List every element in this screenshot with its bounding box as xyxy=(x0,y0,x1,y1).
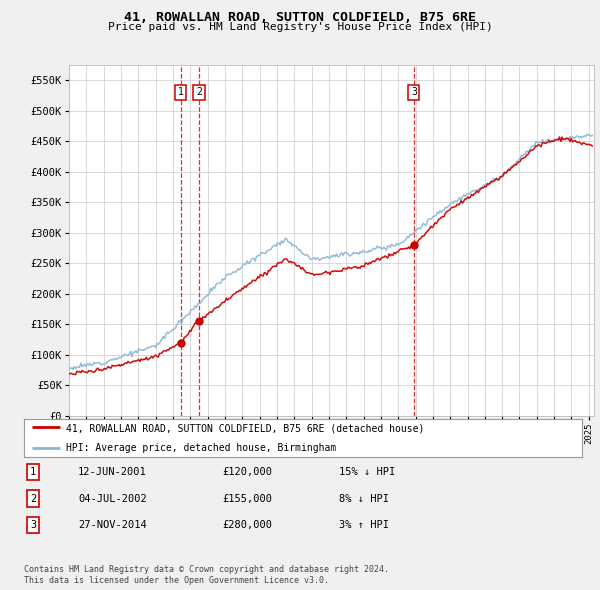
Text: 2: 2 xyxy=(30,494,36,503)
Text: 3: 3 xyxy=(411,87,417,97)
Text: 15% ↓ HPI: 15% ↓ HPI xyxy=(339,467,395,477)
Text: 8% ↓ HPI: 8% ↓ HPI xyxy=(339,494,389,503)
Text: £120,000: £120,000 xyxy=(222,467,272,477)
Text: £280,000: £280,000 xyxy=(222,520,272,530)
Text: 41, ROWALLAN ROAD, SUTTON COLDFIELD, B75 6RE (detached house): 41, ROWALLAN ROAD, SUTTON COLDFIELD, B75… xyxy=(66,423,424,433)
Text: 1: 1 xyxy=(30,467,36,477)
Text: £155,000: £155,000 xyxy=(222,494,272,503)
Text: 3% ↑ HPI: 3% ↑ HPI xyxy=(339,520,389,530)
Text: HPI: Average price, detached house, Birmingham: HPI: Average price, detached house, Birm… xyxy=(66,444,336,454)
Text: 3: 3 xyxy=(30,520,36,530)
Text: 2: 2 xyxy=(196,87,202,97)
Text: 1: 1 xyxy=(178,87,184,97)
Text: Contains HM Land Registry data © Crown copyright and database right 2024.: Contains HM Land Registry data © Crown c… xyxy=(24,565,389,574)
Text: 41, ROWALLAN ROAD, SUTTON COLDFIELD, B75 6RE: 41, ROWALLAN ROAD, SUTTON COLDFIELD, B75… xyxy=(124,11,476,24)
Text: Price paid vs. HM Land Registry's House Price Index (HPI): Price paid vs. HM Land Registry's House … xyxy=(107,22,493,32)
Text: This data is licensed under the Open Government Licence v3.0.: This data is licensed under the Open Gov… xyxy=(24,576,329,585)
Text: 04-JUL-2002: 04-JUL-2002 xyxy=(78,494,147,503)
Text: 12-JUN-2001: 12-JUN-2001 xyxy=(78,467,147,477)
Text: 27-NOV-2014: 27-NOV-2014 xyxy=(78,520,147,530)
